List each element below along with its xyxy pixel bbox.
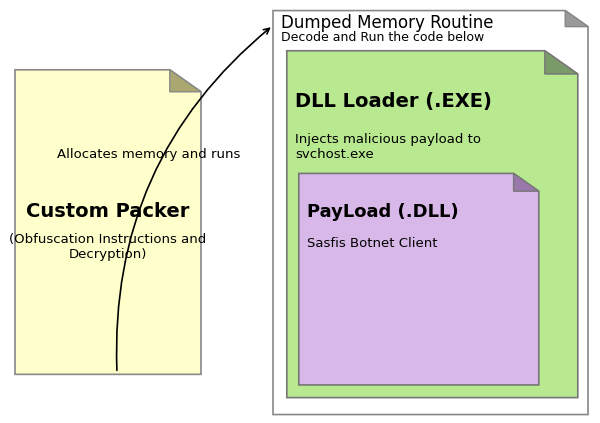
Text: PayLoad (.DLL): PayLoad (.DLL): [307, 203, 459, 220]
Polygon shape: [15, 70, 201, 374]
Polygon shape: [273, 11, 588, 415]
Polygon shape: [565, 11, 588, 27]
Polygon shape: [287, 51, 578, 398]
Polygon shape: [299, 173, 539, 385]
Text: Allocates memory and runs: Allocates memory and runs: [57, 148, 241, 161]
Polygon shape: [514, 173, 539, 191]
Polygon shape: [170, 70, 201, 92]
Text: Decode and Run the code below: Decode and Run the code below: [281, 31, 484, 44]
Polygon shape: [545, 51, 578, 74]
Text: Injects malicious payload to
svchost.exe: Injects malicious payload to svchost.exe: [295, 133, 481, 161]
Text: (Obfuscation Instructions and
Decryption): (Obfuscation Instructions and Decryption…: [10, 233, 206, 261]
Text: DLL Loader (.EXE): DLL Loader (.EXE): [295, 92, 492, 111]
Text: Custom Packer: Custom Packer: [26, 202, 190, 221]
Text: Sasfis Botnet Client: Sasfis Botnet Client: [307, 237, 438, 250]
Text: Dumped Memory Routine: Dumped Memory Routine: [281, 14, 493, 32]
